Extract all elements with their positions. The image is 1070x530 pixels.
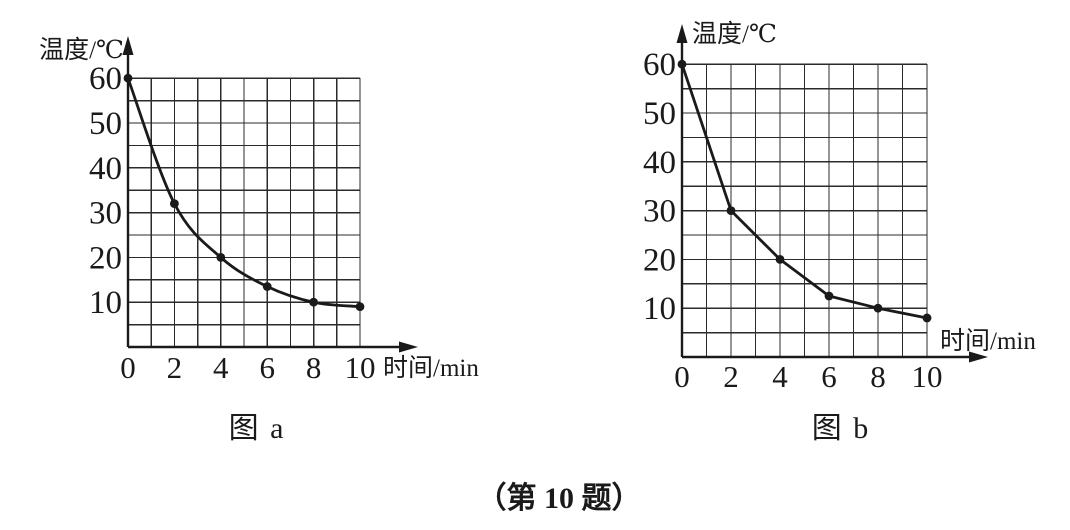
y-tick-label: 20 (643, 242, 676, 278)
y-tick-label: 60 (89, 61, 122, 97)
x-tick-label: 8 (870, 359, 886, 394)
chart-b-plot: 10 20 30 40 50 60 0 2 4 6 8 10 温度/℃ 时间/min (643, 20, 1036, 394)
chart-a-caption: 图 a (228, 412, 286, 445)
x-tick-label: 10 (345, 350, 376, 385)
y-tick-label: 40 (89, 151, 122, 187)
axes (680, 38, 976, 359)
data-point-dot (355, 302, 365, 312)
x-tick-label: 4 (772, 359, 788, 394)
y-axis-label: 温度/℃ (692, 20, 777, 48)
x-tick-label: 6 (259, 350, 275, 385)
data-point-dot (309, 297, 318, 307)
y-tick-label: 50 (89, 106, 122, 142)
figure-footer: （第 10 题） (476, 482, 642, 515)
x-axis-label: 时间/min (383, 354, 479, 382)
data-point-dot (216, 253, 226, 262)
chart-a-plot: 10 20 30 40 50 60 0 2 4 6 8 10 温度/℃ 时间/min (39, 36, 479, 385)
x-axis-arrowhead (969, 351, 988, 363)
y-tick-label: 60 (643, 47, 676, 83)
y-axis-arrowhead (676, 24, 688, 43)
x-tick-label: 10 (912, 359, 943, 394)
grid (127, 77, 361, 348)
x-tick-label: 8 (306, 350, 322, 385)
x-tick-label: 2 (723, 359, 739, 394)
x-tick-label: 0 (120, 350, 136, 385)
y-tick-label: 10 (89, 285, 122, 321)
temperature-curve (680, 62, 929, 320)
data-point-dot (775, 255, 785, 264)
y-tick-label: 30 (89, 196, 122, 232)
x-tick-label: 6 (821, 359, 837, 394)
y-axis-label: 温度/℃ (39, 36, 124, 64)
chart-b-caption: 图 b (811, 412, 871, 445)
y-tick-label: 40 (643, 145, 676, 181)
data-point-dot (726, 206, 736, 216)
data-point-dot (677, 59, 687, 69)
y-axis-arrowhead (122, 36, 134, 55)
data-point-dot (824, 291, 834, 301)
y-tick-label: 50 (643, 96, 676, 132)
data-point-dot (170, 199, 179, 209)
y-tick-label: 10 (643, 291, 676, 327)
x-tick-label: 4 (213, 350, 229, 385)
x-tick-label: 0 (674, 359, 690, 394)
x-axis-arrowhead (399, 341, 418, 353)
data-point-dot (873, 303, 883, 313)
x-axis-label: 时间/min (940, 327, 1036, 355)
x-tick-label: 2 (167, 350, 183, 385)
grid (681, 63, 928, 358)
y-tick-label: 20 (89, 240, 122, 276)
axes (126, 48, 404, 349)
data-point-dot (123, 73, 133, 83)
data-point-dot (262, 282, 272, 291)
data-point-dot (922, 313, 932, 323)
y-tick-label: 30 (643, 194, 676, 230)
